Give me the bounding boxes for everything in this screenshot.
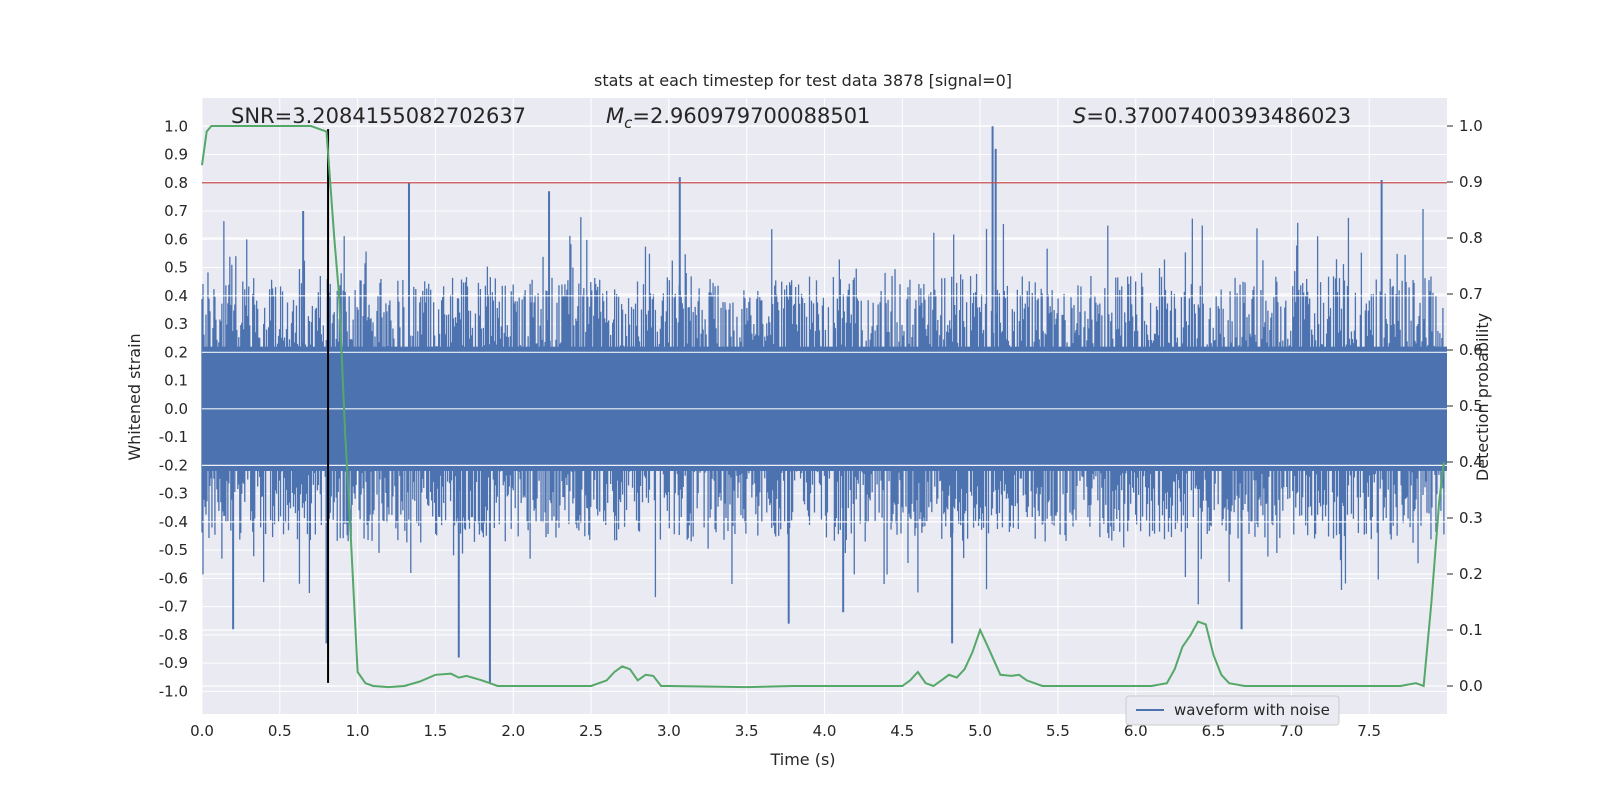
- x-tick-label: 1.5: [424, 722, 448, 740]
- y2-tick-label: 0.0: [1459, 677, 1483, 695]
- y2-tick-label: 0.6: [1459, 341, 1483, 359]
- x-tick-label: 5.0: [968, 722, 992, 740]
- y-tick-label: -0.2: [159, 456, 188, 474]
- legend-label: waveform with noise: [1174, 701, 1330, 719]
- x-tick-label: 7.0: [1279, 722, 1303, 740]
- y2-axis-label: Detection probability: [1473, 313, 1492, 481]
- probability-line: [201, 125, 1445, 689]
- x-tick-label: 1.0: [346, 722, 370, 740]
- x-tick-label: 7.5: [1357, 722, 1381, 740]
- y2-tick-label: 0.7: [1459, 285, 1483, 303]
- y-tick-label: -0.5: [159, 541, 188, 559]
- y-tick-label: 1.0: [164, 117, 188, 135]
- legend-box: [1125, 695, 1340, 726]
- mc-subscript: c: [624, 114, 633, 132]
- y-tick-label: 0.9: [164, 146, 188, 164]
- y-tick-label: -0.1: [159, 428, 188, 446]
- chirp-mass-annotation: Mc=2.960979700088501: [606, 104, 870, 132]
- y-tick-label: -0.6: [159, 569, 188, 587]
- s-value: =0.37007400393486023: [1086, 104, 1351, 128]
- x-axis-label: Time (s): [769, 750, 835, 769]
- s-symbol: S: [1073, 104, 1086, 128]
- x-tick-label: 0.0: [190, 722, 214, 740]
- y-tick-label: -0.7: [159, 598, 188, 616]
- y-axis-right-ticks: 1.0 0.9 0.8 0.7 0.6 0.5 0.4 0.3 0.2 0.1 0.0: [1447, 117, 1483, 695]
- y-tick-label: 0.5: [164, 259, 188, 277]
- y2-tick-label: 0.2: [1459, 565, 1483, 583]
- y-tick-label: -1.0: [159, 682, 188, 700]
- y-tick-label: 0.7: [164, 202, 188, 220]
- y-tick-label: 0.2: [164, 343, 188, 361]
- y2-tick-label: 0.9: [1459, 173, 1483, 191]
- y2-tick-label: 0.5: [1459, 397, 1483, 415]
- snr-annotation: SNR=3.2084155082702637: [231, 104, 526, 128]
- y-tick-label: 0.8: [164, 174, 188, 192]
- y-tick-label: 0.4: [164, 287, 188, 305]
- x-tick-label: 0.5: [268, 722, 292, 740]
- chart-title: stats at each timestep for test data 387…: [594, 71, 1012, 90]
- y-tick-label: 0.0: [164, 400, 188, 418]
- x-tick-label: 2.5: [579, 722, 603, 740]
- y-tick-label: 0.6: [164, 230, 188, 248]
- mc-symbol: M: [606, 104, 624, 128]
- x-axis-ticks: 0.0 0.5 1.0 1.5 2.0 2.5 3.0 3.5 4.0 4.5 5.0 5.5 6.0 6…: [190, 722, 1381, 740]
- y-tick-label: -0.8: [159, 626, 188, 644]
- mc-value: =2.960979700088501: [632, 104, 870, 128]
- y-axis-left-ticks: 1.0 0.9 0.8 0.7 0.6 0.5 0.4 0.3 0.2 0.1 0.0 -0.1 -0.…: [159, 117, 188, 700]
- s-annotation: S=0.37007400393486023: [1073, 104, 1351, 128]
- x-tick-label: 3.0: [657, 722, 681, 740]
- x-tick-label: 3.5: [735, 722, 759, 740]
- y-tick-label: -0.4: [159, 513, 188, 531]
- legend: waveform with noise: [1125, 695, 1340, 726]
- y2-tick-label: 1.0: [1459, 117, 1483, 135]
- y2-tick-label: 0.1: [1459, 621, 1483, 639]
- y-tick-label: -0.3: [159, 485, 188, 503]
- y2-tick-label: 0.3: [1459, 509, 1483, 527]
- x-tick-label: 4.0: [813, 722, 837, 740]
- x-tick-label: 2.0: [501, 722, 525, 740]
- x-tick-label: 6.5: [1202, 722, 1226, 740]
- y-tick-label: -0.9: [159, 654, 188, 672]
- y2-tick-label: 0.8: [1459, 229, 1483, 247]
- x-tick-label: 5.5: [1046, 722, 1070, 740]
- waveform-spikes: [202, 126, 1447, 683]
- y-tick-label: 0.1: [164, 372, 188, 390]
- y-axis-label: Whitened strain: [125, 333, 144, 460]
- y2-tick-label: 0.4: [1459, 453, 1483, 471]
- x-tick-label: 6.0: [1124, 722, 1148, 740]
- x-tick-label: 4.5: [890, 722, 914, 740]
- y-tick-label: 0.3: [164, 315, 188, 333]
